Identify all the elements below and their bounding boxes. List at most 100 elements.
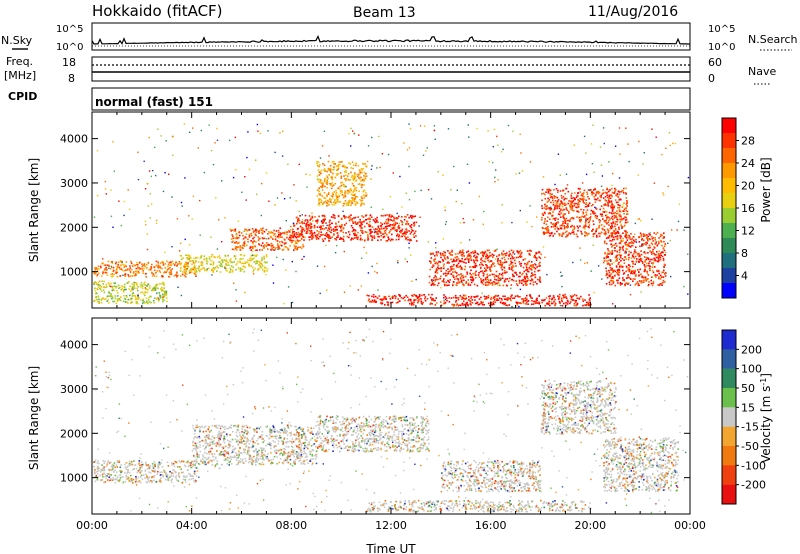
data-point xyxy=(554,205,556,208)
data-point xyxy=(667,242,669,244)
noise-tick-left-top: 10^5 xyxy=(56,24,83,35)
data-point xyxy=(305,228,308,230)
data-point xyxy=(384,229,387,232)
data-point xyxy=(645,256,648,259)
data-point xyxy=(147,301,149,304)
data-point xyxy=(326,179,328,181)
data-point xyxy=(615,266,618,268)
data-point xyxy=(345,185,347,188)
data-point xyxy=(118,200,120,202)
data-point xyxy=(103,269,106,272)
data-point xyxy=(455,272,458,274)
data-point xyxy=(263,255,265,258)
data-point xyxy=(328,230,331,233)
data-point xyxy=(633,272,636,275)
data-point xyxy=(334,176,337,179)
data-point xyxy=(325,202,328,204)
data-point xyxy=(553,217,556,220)
data-point xyxy=(394,297,397,300)
data-point xyxy=(231,229,234,231)
data-point xyxy=(393,216,395,219)
data-point xyxy=(116,295,119,297)
data-point xyxy=(492,281,495,283)
beam-title: Beam 13 xyxy=(353,5,416,21)
data-point xyxy=(497,259,499,262)
data-point xyxy=(434,270,437,273)
data-point xyxy=(472,259,475,262)
data-point xyxy=(312,220,314,222)
data-point xyxy=(493,250,496,252)
data-point xyxy=(536,216,538,218)
data-point xyxy=(353,194,355,197)
data-point xyxy=(626,277,628,279)
data-point xyxy=(573,227,576,229)
data-point xyxy=(330,226,332,229)
data-point xyxy=(427,189,430,191)
data-point xyxy=(368,217,371,219)
data-point xyxy=(645,278,647,280)
data-point xyxy=(217,267,219,269)
data-point xyxy=(387,220,390,223)
data-point xyxy=(328,224,330,227)
data-point xyxy=(265,273,267,276)
data-point xyxy=(455,301,457,303)
data-point xyxy=(136,301,138,303)
data-point xyxy=(135,282,138,285)
data-point xyxy=(200,129,202,132)
data-point xyxy=(355,223,358,225)
data-point xyxy=(476,259,479,262)
data-point xyxy=(480,280,483,283)
data-point xyxy=(622,240,624,242)
data-point xyxy=(463,221,465,224)
data-point xyxy=(470,251,472,254)
data-point xyxy=(104,264,107,266)
data-point xyxy=(203,258,205,261)
data-point xyxy=(405,228,407,230)
data-point xyxy=(610,197,612,199)
data-point xyxy=(484,260,487,263)
data-point xyxy=(615,201,618,204)
data-point xyxy=(295,245,297,248)
data-point xyxy=(414,190,416,193)
data-point xyxy=(413,232,416,234)
data-point xyxy=(634,249,636,251)
data-point xyxy=(549,218,551,220)
data-point xyxy=(559,174,561,176)
data-point xyxy=(470,281,473,284)
data-point xyxy=(284,231,286,234)
data-point xyxy=(155,283,158,286)
data-point xyxy=(651,275,653,278)
data-point xyxy=(109,294,111,297)
data-point xyxy=(97,265,100,268)
data-point xyxy=(607,236,609,239)
data-point xyxy=(611,203,614,206)
data-point xyxy=(567,222,569,225)
data-point xyxy=(482,280,485,282)
data-point xyxy=(244,228,246,231)
data-point xyxy=(486,276,488,278)
data-point xyxy=(553,197,556,199)
data-point xyxy=(305,226,308,228)
data-point xyxy=(277,246,279,248)
data-point xyxy=(625,218,628,221)
data-point xyxy=(302,245,305,248)
data-point xyxy=(568,200,570,202)
data-point xyxy=(591,192,594,194)
data-point xyxy=(256,262,258,264)
data-point xyxy=(641,276,643,278)
data-point xyxy=(520,251,523,254)
data-point xyxy=(506,271,508,273)
data-point xyxy=(350,189,353,192)
data-point xyxy=(316,237,319,239)
data-point xyxy=(443,267,445,270)
data-point xyxy=(570,194,572,197)
data-point xyxy=(554,228,556,230)
data-point xyxy=(584,235,587,237)
data-point xyxy=(461,281,463,284)
data-point xyxy=(133,287,136,289)
data-point xyxy=(567,301,569,303)
data-point xyxy=(216,139,219,141)
data-point xyxy=(128,208,131,210)
data-point xyxy=(561,209,564,212)
data-point xyxy=(582,193,585,196)
